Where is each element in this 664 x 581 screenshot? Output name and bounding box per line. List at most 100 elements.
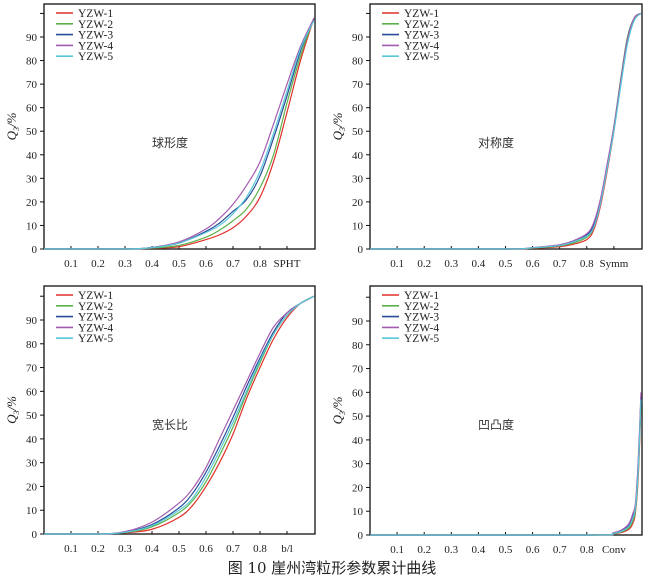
- x-tick-label: 0.6: [526, 544, 540, 556]
- chart-aspect-ratio: 0 10 20 30 40 50 60 70 80 90 0.1 0.2 0.3 0.4 0.5 0.6 0.7…: [4, 285, 316, 555]
- y-tick-label: 30: [26, 173, 38, 185]
- y-label-main: Q: [4, 414, 19, 424]
- y-tick-label: 70: [352, 364, 364, 376]
- x-axis-label: Symm: [600, 258, 629, 270]
- x-tick-label: 0.5: [172, 258, 186, 270]
- legend-label: YZW-5: [78, 51, 113, 63]
- series-line-yzw-5: [44, 20, 315, 250]
- y-label-main: Q: [4, 130, 19, 140]
- chart-annotation: 球形度: [152, 135, 188, 150]
- x-tick-label: 0.2: [91, 543, 105, 555]
- y-label-unit: /%: [330, 112, 345, 128]
- y-label-sub: 3: [338, 127, 347, 132]
- y-tick-label: 80: [26, 339, 38, 351]
- y-tick-label: 20: [352, 482, 364, 494]
- y-axis-label: Q3/%: [330, 396, 347, 424]
- legend-label: YZW-2: [78, 301, 113, 313]
- y-label-sub: 3: [338, 411, 347, 416]
- legend-label: YZW-1: [404, 290, 439, 302]
- series-line-yzw-1: [43, 295, 315, 535]
- y-axis-label: Q3/%: [330, 112, 347, 140]
- y-tick-label: 40: [26, 434, 38, 446]
- x-tick-label: 0.3: [118, 258, 132, 270]
- x-tick-label: 0.8: [580, 544, 594, 556]
- y-tick-label: 90: [352, 32, 364, 44]
- x-axis-label: b/l: [281, 543, 293, 555]
- chart-annotation: 宽长比: [152, 417, 188, 432]
- y-label-unit: /%: [4, 112, 19, 128]
- legend-label: YZW-3: [78, 30, 113, 42]
- x-tick-label: 0.3: [444, 544, 458, 556]
- figure-caption: 图 10 崖州湾粒形参数累计曲线: [228, 559, 437, 577]
- y-tick-label: 40: [26, 150, 38, 162]
- x-tick-label: 0.4: [145, 543, 159, 555]
- legend-label: YZW-3: [78, 312, 113, 324]
- x-axis-label: SPHT: [274, 258, 301, 270]
- x-tick-label: 0.8: [253, 258, 267, 270]
- x-tick-label: 0.8: [253, 543, 267, 555]
- x-axis-label: Conv: [602, 544, 626, 556]
- y-tick-label: 80: [352, 56, 364, 68]
- x-tick-label: 0.3: [444, 258, 458, 270]
- y-tick-label: 70: [352, 79, 364, 91]
- legend-label: YZW-4: [404, 322, 439, 334]
- x-tick-label: 0.2: [417, 544, 431, 556]
- x-tick-label: 0.7: [553, 544, 567, 556]
- series-line-yzw-5: [370, 12, 642, 250]
- y-label-main: Q: [330, 414, 345, 424]
- x-tick-label: 0.1: [390, 258, 404, 270]
- y-tick-label: 90: [26, 32, 38, 44]
- y-tick-label: 40: [352, 150, 364, 162]
- x-tick-label: 0.1: [390, 544, 404, 556]
- y-tick-label: 0: [32, 529, 38, 541]
- legend-label: YZW-1: [404, 8, 439, 20]
- chart-convexity: 0 10 20 30 40 50 60 70 80 90 0.1 0.2 0.3 0.4 0.5 0.6 0.7…: [330, 285, 643, 556]
- y-tick-label: 50: [26, 126, 38, 138]
- y-axis-label: Q3/%: [4, 112, 21, 140]
- series-line-yzw-4: [43, 295, 315, 535]
- legend-label: YZW-1: [78, 290, 113, 302]
- y-tick-label: 30: [26, 458, 38, 470]
- y-tick-label: 80: [26, 56, 38, 68]
- y-tick-label: 60: [26, 386, 38, 398]
- legend-label: YZW-2: [78, 19, 113, 31]
- y-tick-label: 90: [26, 315, 38, 327]
- chart-sphericity: 0 10 20 30 40 50 60 70 80 90 0.1 0.2 0.3 0.4 0.5 0.6 0.7…: [4, 3, 316, 270]
- y-tick-label: 10: [352, 220, 364, 232]
- legend-label: YZW-5: [404, 51, 439, 63]
- y-tick-label: 70: [26, 79, 38, 91]
- y-tick-label: 70: [26, 363, 38, 375]
- y-tick-label: 50: [352, 411, 364, 423]
- series-line-yzw-4: [370, 392, 642, 536]
- legend-label: YZW-3: [404, 312, 439, 324]
- y-tick-label: 30: [352, 173, 364, 185]
- x-tick-label: 0.5: [499, 544, 513, 556]
- y-tick-label: 10: [26, 220, 38, 232]
- y-tick-label: 0: [32, 244, 38, 256]
- chart-annotation: 对称度: [478, 135, 514, 150]
- y-label-sub: 3: [12, 127, 21, 132]
- x-tick-label: 0.6: [526, 258, 540, 270]
- y-label-main: Q: [330, 130, 345, 140]
- x-tick-label: 0.5: [499, 258, 513, 270]
- x-tick-label: 0.3: [118, 543, 132, 555]
- x-tick-label: 0.7: [226, 258, 240, 270]
- y-tick-label: 20: [26, 197, 38, 209]
- legend-label: YZW-4: [78, 40, 113, 52]
- x-tick-label: 0.2: [417, 258, 431, 270]
- x-tick-label: 0.5: [172, 543, 186, 555]
- x-tick-label: 0.4: [472, 258, 486, 270]
- legend-label: YZW-2: [404, 301, 439, 313]
- y-tick-label: 60: [26, 103, 38, 115]
- y-tick-label: 40: [352, 435, 364, 447]
- x-tick-label: 0.7: [226, 543, 240, 555]
- series-line-yzw-5: [370, 399, 642, 536]
- y-axis-label: Q3/%: [4, 396, 21, 424]
- y-tick-label: 60: [352, 103, 364, 115]
- legend-label: YZW-4: [78, 322, 113, 334]
- y-tick-label: 60: [352, 387, 364, 399]
- legend-label: YZW-5: [78, 333, 113, 345]
- legend-label: YZW-1: [78, 8, 113, 20]
- legend-label: YZW-4: [404, 40, 439, 52]
